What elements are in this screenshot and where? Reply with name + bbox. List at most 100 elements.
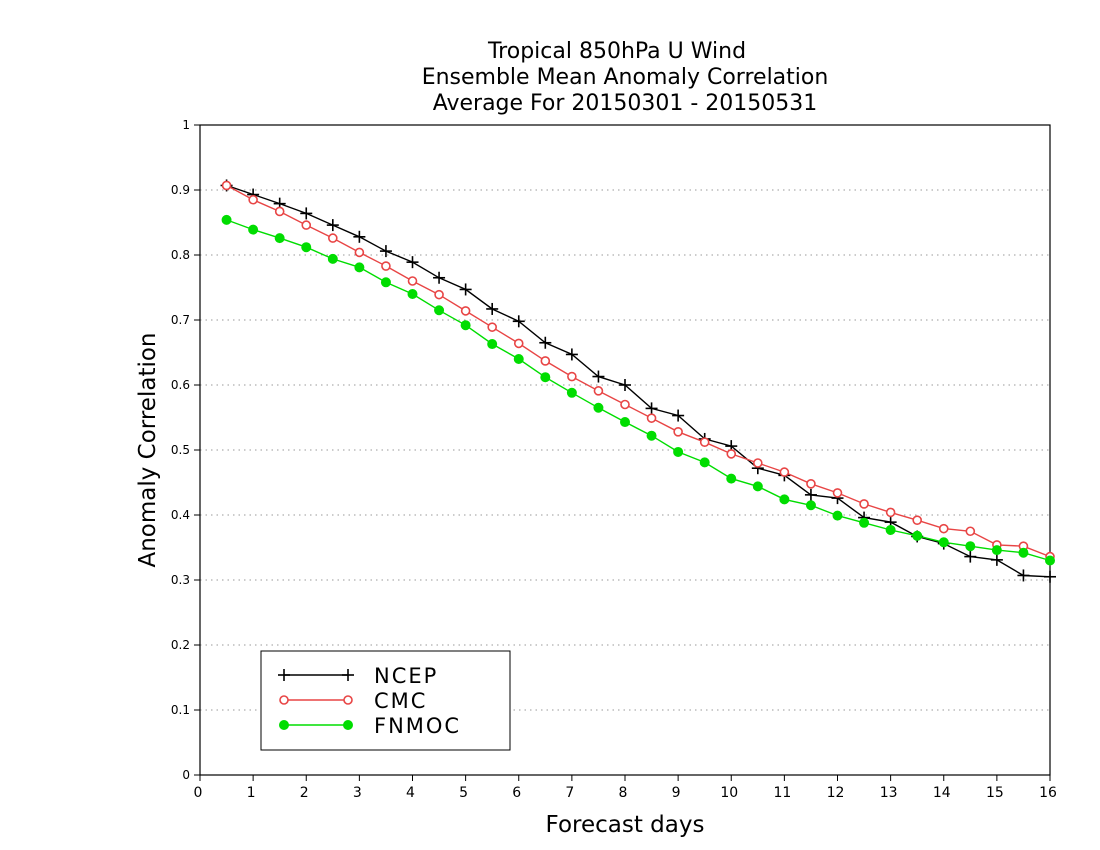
data-point-cmc [699,437,710,448]
data-point-fnmoc [566,387,577,398]
y-tick-label: 0.7 [171,313,190,327]
x-tick-label: 1 [247,785,256,801]
y-tick-label: 0.5 [171,443,190,457]
data-point-cmc [301,220,312,230]
y-tick-label: 0.2 [171,638,190,652]
data-point-fnmoc [726,473,737,484]
data-point-cmc [434,289,444,300]
data-point-fnmoc [912,530,923,541]
legend-label-cmc: CMC [374,689,427,713]
grid [200,189,1050,711]
data-point-fnmoc [646,430,657,441]
x-tick-label: 3 [353,785,362,801]
chart-title-line-1: Tropical 850hPa U Wind [487,39,746,64]
data-point-fnmoc [513,354,524,364]
chart-title-line-3: Average For 20150301 - 20150531 [433,91,818,116]
data-point-cmc [753,458,763,468]
x-tick-label: 10 [720,785,738,801]
legend-marker [342,669,354,681]
data-point-fnmoc [752,481,763,492]
y-axis: 0 0.1 0.2 0.3 0.4 0.5 0.6 0.7 0.8 0.9 1 [171,118,200,782]
series-line-ncep [226,184,1051,578]
data-point-fnmoc [380,277,391,288]
data-point-fnmoc [832,510,843,521]
y-tick-label: 0.3 [171,573,190,587]
legend-marker [279,695,289,705]
x-axis: 0 1 2 3 4 5 6 7 8 9 10 11 12 13 14 15 16 [194,775,1057,801]
data-point-cmc [328,233,338,243]
series-line-cmc [226,184,1051,558]
data-point-ncep [300,207,313,220]
legend-entry-fnmoc: FNMOC [279,714,461,738]
data-point-fnmoc [221,214,232,225]
data-point-cmc [513,338,524,349]
y-tick-label: 0.9 [171,183,190,197]
data-point-fnmoc [885,524,896,535]
data-point-fnmoc [248,224,259,235]
data-point-fnmoc [938,537,949,548]
legend-entry-ncep: NCEP [278,664,438,688]
data-point-ncep [672,409,685,422]
series-line-fnmoc [226,219,1051,562]
x-tick-label: 8 [619,785,628,801]
data-point-fnmoc [991,545,1002,556]
data-point-cmc [487,322,497,332]
y-tick-label: 0.4 [171,508,190,522]
data-point-fnmoc [859,517,870,528]
data-point-cmc [381,261,391,271]
legend-label-ncep: NCEP [374,664,438,688]
x-tick-label: 6 [512,785,521,801]
data-point-fnmoc [1018,547,1029,558]
data-point-cmc [407,276,418,286]
data-point-fnmoc [805,500,816,511]
data-point-ncep [1017,569,1030,582]
data-point-fnmoc [327,253,338,264]
data-point-cmc [567,371,577,382]
legend-label-fnmoc: FNMOC [374,714,461,738]
data-point-fnmoc [673,446,684,457]
data-point-cmc [221,180,232,191]
y-axis-label: Anomaly Correlation [135,332,161,567]
data-point-fnmoc [301,242,312,253]
x-tick-label: 4 [406,785,415,801]
data-point-fnmoc [487,339,498,350]
data-point-ncep [406,256,419,269]
data-point-ncep [1044,570,1056,583]
y-tick-label: 0.6 [171,378,190,392]
data-point-cmc [832,488,843,498]
data-point-cmc [859,499,869,509]
y-tick-label: 0.8 [171,248,190,262]
data-point-fnmoc [779,494,790,505]
data-point-fnmoc [593,402,604,413]
data-point-cmc [620,399,630,410]
data-point-fnmoc [434,305,445,316]
series-fnmoc [221,214,1055,566]
series-layer [220,179,1056,583]
x-tick-label: 7 [565,785,574,801]
data-point-fnmoc [965,541,976,552]
x-tick-label: 5 [459,785,468,801]
x-tick-label: 9 [672,785,681,801]
data-point-cmc [354,247,365,258]
legend-entry-cmc: CMC [279,689,427,713]
x-tick-label: 12 [827,785,845,801]
data-point-ncep [990,553,1003,566]
series-cmc [221,180,1055,562]
x-tick-label: 15 [986,785,1004,801]
data-point-cmc [885,507,896,518]
data-point-cmc [912,515,922,526]
data-point-ncep [619,379,631,391]
data-point-fnmoc [460,320,471,331]
legend-marker [343,695,353,705]
data-point-fnmoc [620,417,630,428]
data-point-fnmoc [274,233,285,244]
x-tick-label: 11 [773,785,791,801]
data-point-ncep [565,348,578,361]
data-point-ncep [539,336,552,349]
x-tick-label: 13 [880,785,898,801]
data-point-ncep [592,370,605,383]
data-point-cmc [965,526,976,537]
data-point-cmc [646,413,657,423]
data-point-fnmoc [699,457,710,468]
